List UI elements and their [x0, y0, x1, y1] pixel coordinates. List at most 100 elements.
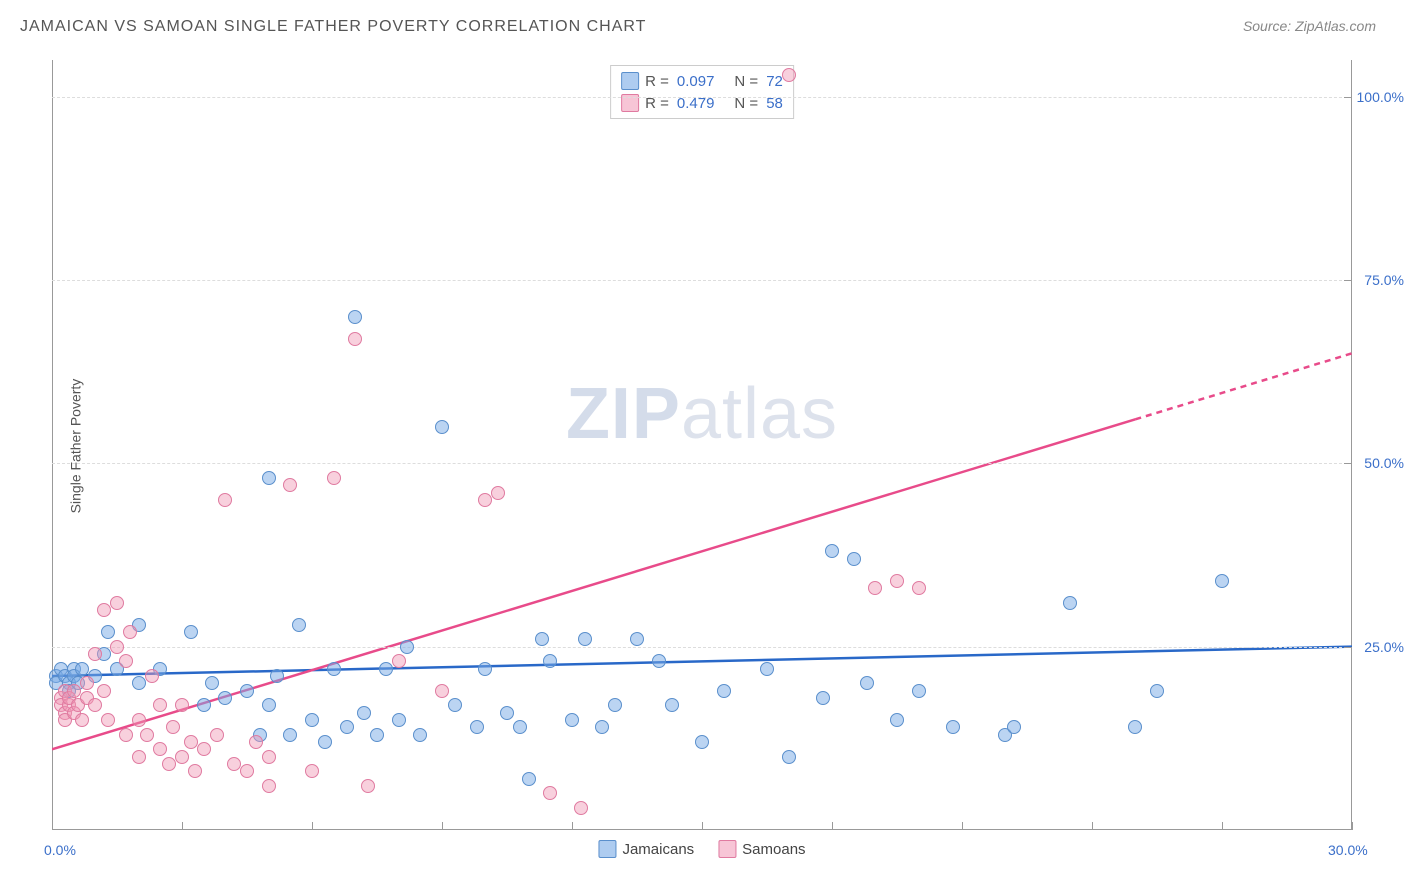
data-point: [305, 713, 319, 727]
legend-r-value: 0.097: [677, 73, 715, 90]
data-point: [218, 493, 232, 507]
data-point: [205, 676, 219, 690]
data-point: [210, 728, 224, 742]
data-point: [695, 735, 709, 749]
data-point: [197, 698, 211, 712]
gridline: [52, 463, 1352, 464]
data-point: [123, 625, 137, 639]
data-point: [912, 581, 926, 595]
correlation-legend: R =0.097N =72R =0.479N =58: [610, 65, 794, 119]
data-point: [292, 618, 306, 632]
data-point: [760, 662, 774, 676]
data-point: [101, 625, 115, 639]
x-tick-mark: [52, 822, 53, 830]
x-tick-mark: [572, 822, 573, 830]
series-legend: JamaicansSamoans: [598, 840, 805, 858]
data-point: [240, 764, 254, 778]
data-point: [357, 706, 371, 720]
data-point: [535, 632, 549, 646]
legend-row: R =0.097N =72: [621, 70, 783, 92]
data-point: [500, 706, 514, 720]
data-point: [868, 581, 882, 595]
legend-n-label: N =: [734, 73, 758, 90]
data-point: [379, 662, 393, 676]
y-tick-mark: [1344, 280, 1352, 281]
x-tick-mark: [1352, 822, 1353, 830]
data-point: [283, 478, 297, 492]
data-point: [132, 750, 146, 764]
x-tick-mark: [182, 822, 183, 830]
data-point: [860, 676, 874, 690]
data-point: [782, 68, 796, 82]
legend-swatch: [718, 840, 736, 858]
data-point: [392, 654, 406, 668]
data-point: [88, 698, 102, 712]
data-point: [184, 625, 198, 639]
data-point: [1150, 684, 1164, 698]
data-point: [145, 669, 159, 683]
data-point: [227, 757, 241, 771]
data-point: [652, 654, 666, 668]
legend-item: Jamaicans: [598, 840, 694, 858]
legend-label: Jamaicans: [622, 841, 694, 858]
data-point: [262, 750, 276, 764]
data-point: [175, 698, 189, 712]
gridline: [52, 280, 1352, 281]
legend-row: R =0.479N =58: [621, 92, 783, 114]
data-point: [175, 750, 189, 764]
y-tick-mark: [1344, 463, 1352, 464]
y-tick-label: 100.0%: [1357, 89, 1404, 105]
data-point: [435, 684, 449, 698]
y-tick-mark: [1344, 647, 1352, 648]
data-point: [132, 713, 146, 727]
x-tick-label: 30.0%: [1328, 842, 1368, 858]
data-point: [448, 698, 462, 712]
x-tick-mark: [702, 822, 703, 830]
data-point: [153, 742, 167, 756]
data-point: [262, 698, 276, 712]
y-axis-left: [52, 60, 53, 830]
data-point: [595, 720, 609, 734]
data-point: [608, 698, 622, 712]
scatter-plot: ZIPatlas R =0.097N =72R =0.479N =58 Jama…: [52, 60, 1352, 830]
data-point: [75, 713, 89, 727]
data-point: [392, 713, 406, 727]
data-point: [478, 662, 492, 676]
data-point: [522, 772, 536, 786]
data-point: [97, 684, 111, 698]
y-tick-label: 50.0%: [1364, 455, 1404, 471]
data-point: [847, 552, 861, 566]
data-point: [262, 471, 276, 485]
data-point: [413, 728, 427, 742]
data-point: [88, 647, 102, 661]
chart-title: JAMAICAN VS SAMOAN SINGLE FATHER POVERTY…: [20, 18, 646, 36]
data-point: [97, 603, 111, 617]
data-point: [305, 764, 319, 778]
data-point: [1128, 720, 1142, 734]
x-tick-mark: [832, 822, 833, 830]
data-point: [513, 720, 527, 734]
data-point: [543, 654, 557, 668]
data-point: [110, 640, 124, 654]
data-point: [270, 669, 284, 683]
data-point: [80, 676, 94, 690]
data-point: [565, 713, 579, 727]
data-point: [162, 757, 176, 771]
data-point: [825, 544, 839, 558]
data-point: [132, 676, 146, 690]
data-point: [318, 735, 332, 749]
data-point: [400, 640, 414, 654]
x-tick-mark: [1092, 822, 1093, 830]
y-tick-mark: [1344, 97, 1352, 98]
data-point: [435, 420, 449, 434]
data-point: [188, 764, 202, 778]
data-point: [67, 684, 81, 698]
data-point: [110, 596, 124, 610]
data-point: [283, 728, 297, 742]
x-tick-mark: [312, 822, 313, 830]
data-point: [327, 662, 341, 676]
x-tick-label: 0.0%: [44, 842, 76, 858]
data-point: [348, 310, 362, 324]
data-point: [348, 332, 362, 346]
data-point: [543, 786, 557, 800]
